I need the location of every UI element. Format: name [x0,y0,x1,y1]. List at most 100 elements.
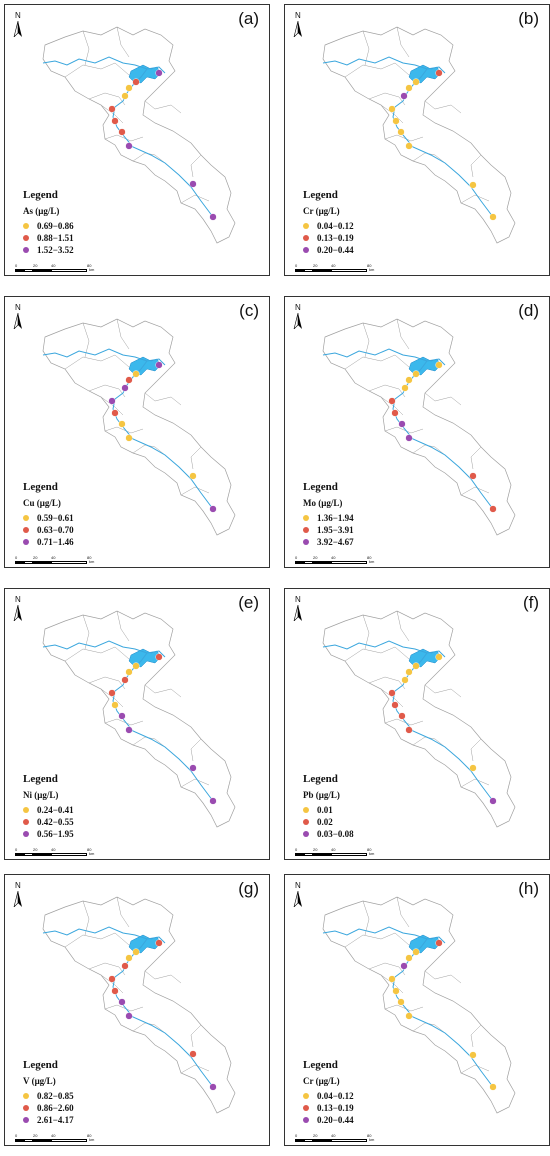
sampling-site [121,676,129,684]
legend: Legend Cr (μg/L) 0.04−0.12 0.13−0.19 0.2… [303,189,354,256]
scale-tick: 20 [33,847,38,852]
district-boundary [88,92,126,106]
scale-tick: 80 [87,555,92,560]
legend-item: 2.61−4.17 [23,1114,74,1126]
sampling-site [469,1051,477,1059]
sampling-site [469,472,477,480]
basin-boundary [42,318,236,536]
district-boundary [412,736,446,748]
district-boundary [368,92,406,106]
legend-class-label: 0.59−0.61 [37,513,74,523]
scale-tick: 0 [15,1133,18,1138]
sampling-site [489,213,497,221]
legend-dot [303,515,309,521]
sampling-site [400,92,408,100]
district-boundary [424,392,462,406]
sampling-site [435,69,443,77]
north-arrow-icon: N [293,11,307,41]
legend-class-label: 0.24−0.41 [37,805,74,815]
district-boundary [100,104,124,124]
scale-tick: 40 [331,1133,336,1138]
legend-class-label: 1.36−1.94 [317,513,354,523]
sampling-site [189,1050,197,1058]
legend-class-label: 0.56−1.95 [37,829,74,839]
north-label: N [295,11,301,20]
scale-unit: km [369,267,375,272]
scale-unit: km [369,1137,375,1142]
sampling-site [391,409,399,417]
basin-map [322,26,516,244]
scale-unit: km [369,851,375,856]
sampling-site [489,505,497,513]
legend-item: 1.95−3.91 [303,524,354,536]
legend-title: Legend [23,481,58,493]
district-boundary [344,932,410,948]
district-boundary [380,104,404,124]
legend-dot [303,1117,309,1123]
legend-variable: Mo (μg/L) [303,498,343,508]
sampling-site [209,213,217,221]
scale-tick: 0 [15,263,18,268]
legend-title: Legend [303,481,338,493]
legend-item: 0.63−0.70 [23,524,74,536]
scale-tick: 80 [367,1133,372,1138]
map-panel: (h) N Legend Cr (μg/L) 0.04−0.12 0.13−0.… [284,874,550,1146]
district-boundary [460,486,490,496]
district-boundary [362,30,370,66]
legend-class-label: 0.82−0.85 [37,1091,74,1101]
legend-variable: Cr (μg/L) [303,1076,340,1086]
sampling-site [189,764,197,772]
district-boundary [424,970,462,984]
scale-unit: km [89,559,95,564]
legend-title: Legend [23,1059,58,1071]
sampling-site [118,712,126,720]
legend-dot [23,527,29,533]
sampling-site [155,939,163,947]
scale-tick: 0 [295,1133,298,1138]
basin-boundary [322,896,516,1114]
north-arrow-icon: N [293,303,307,333]
legend-item: 0.04−0.12 [303,220,354,232]
legend-class-label: 0.71−1.46 [37,537,74,547]
legend-dot [23,807,29,813]
scale-tick: 40 [331,847,336,852]
legend-class-label: 0.88−1.51 [37,233,74,243]
legend: Legend Cr (μg/L) 0.04−0.12 0.13−0.19 0.2… [303,1059,354,1126]
scale-tick: 0 [15,847,18,852]
district-boundary [344,62,410,78]
scale-tick: 40 [51,555,56,560]
sampling-site [189,472,197,480]
district-boundary [190,154,202,178]
map-panel: (f) N Legend Pb (μg/L) 0.01 0.02 0.03−0.… [284,588,550,860]
basin-boundary [322,318,516,536]
district-boundary [116,896,130,928]
sampling-site [469,181,477,189]
north-arrow-icon: N [13,11,27,41]
district-boundary [384,1004,424,1012]
panel-label: (a) [238,9,259,28]
sampling-site [435,361,443,369]
basin-map [322,896,516,1114]
legend-class-label: 3.92−4.67 [317,537,354,547]
legend-variable: V (μg/L) [23,1076,56,1086]
sampling-site [209,797,217,805]
sampling-site [108,105,116,113]
sampling-site [405,434,413,442]
district-boundary [116,26,130,58]
legend-title: Legend [23,189,58,201]
legend-item: 0.04−0.12 [303,1090,354,1102]
legend-dot [23,515,29,521]
panel-label: (g) [238,879,259,898]
legend-class-label: 2.61−4.17 [37,1115,74,1125]
sampling-site [412,370,420,378]
legend-title: Legend [303,773,338,785]
scale-tick: 20 [313,847,318,852]
sampling-site [388,397,396,405]
sampling-site [412,662,420,670]
district-boundary [380,974,404,994]
sampling-site [401,676,409,684]
legend: Legend Ni (μg/L) 0.24−0.41 0.42−0.55 0.5… [23,773,74,840]
scale-bar: 0 20 40 80 km [295,1133,395,1145]
map-panel: (g) N Legend V (μg/L) 0.82−0.85 0.86−2.6… [4,874,270,1146]
lake [128,648,162,668]
